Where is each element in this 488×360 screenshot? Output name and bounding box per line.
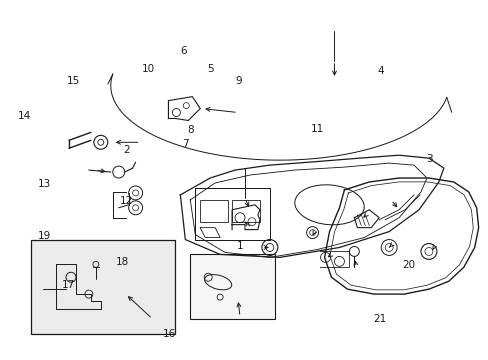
Text: 1: 1 bbox=[236, 241, 243, 251]
Text: 15: 15 bbox=[66, 76, 80, 86]
Text: 5: 5 bbox=[207, 64, 213, 73]
Text: 14: 14 bbox=[18, 111, 31, 121]
Bar bbox=[200, 200, 227, 222]
Text: 20: 20 bbox=[402, 260, 415, 270]
Text: 10: 10 bbox=[142, 64, 155, 74]
Text: 19: 19 bbox=[38, 231, 51, 242]
Text: 4: 4 bbox=[377, 66, 383, 76]
Text: 9: 9 bbox=[235, 76, 242, 86]
Text: 6: 6 bbox=[180, 46, 186, 56]
Text: 8: 8 bbox=[187, 125, 194, 135]
Bar bbox=[31, 239, 175, 334]
Text: 21: 21 bbox=[372, 314, 386, 324]
Text: 7: 7 bbox=[182, 139, 188, 149]
Text: 13: 13 bbox=[38, 179, 51, 189]
Text: 17: 17 bbox=[62, 280, 75, 291]
Text: 11: 11 bbox=[310, 124, 324, 134]
Text: 2: 2 bbox=[123, 145, 130, 155]
Bar bbox=[190, 255, 274, 319]
Bar bbox=[232, 200, 260, 222]
Text: 3: 3 bbox=[425, 154, 432, 163]
Text: 18: 18 bbox=[115, 257, 128, 267]
Text: 12: 12 bbox=[120, 196, 133, 206]
Text: 16: 16 bbox=[162, 329, 175, 339]
